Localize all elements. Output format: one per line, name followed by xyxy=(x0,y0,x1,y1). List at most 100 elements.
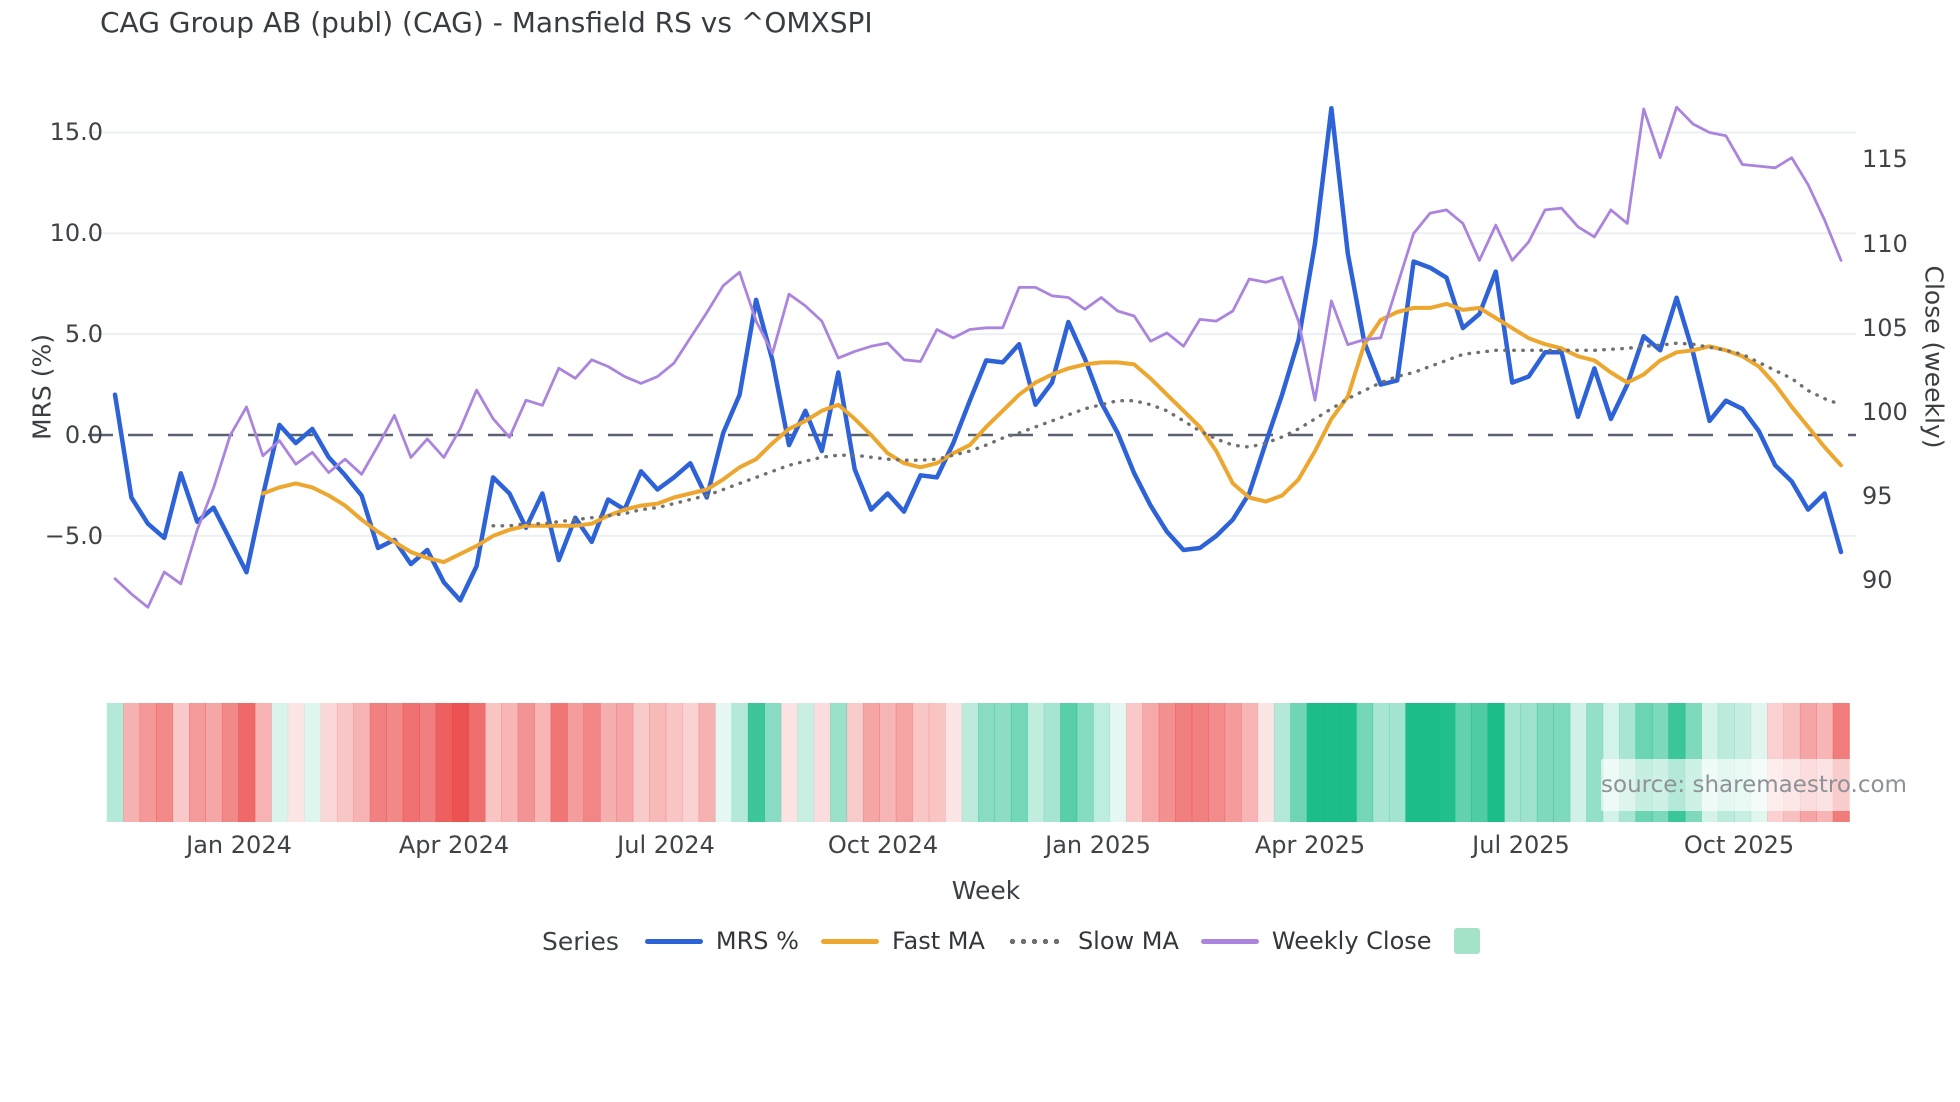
heatmap-cell xyxy=(1027,703,1045,822)
heatmap-cell xyxy=(1290,703,1308,822)
right-axis-label: Close (weekly) xyxy=(1919,265,1949,449)
heatmap-cell xyxy=(1208,703,1226,822)
heatmap-cell xyxy=(501,703,519,822)
heatmap-cell xyxy=(1093,703,1111,822)
legend-item xyxy=(1453,928,1480,954)
right-tick-label: 115 xyxy=(1862,145,1908,174)
heatmap-cell xyxy=(1356,703,1374,822)
heatmap-cell xyxy=(238,703,256,822)
heatmap-cell xyxy=(534,703,552,822)
heatmap-cell xyxy=(139,703,157,822)
heatmap-cell xyxy=(517,703,535,822)
heatmap-cell xyxy=(813,703,831,822)
x-tick-label: Jul 2024 xyxy=(617,831,715,859)
weekly-close-line xyxy=(113,105,1843,609)
right-tick-label: 110 xyxy=(1862,229,1908,258)
heatmap-cell xyxy=(188,703,207,822)
heatmap-cell xyxy=(205,703,223,822)
heatmap-cell xyxy=(682,703,700,822)
legend-item-label: Weekly Close xyxy=(1271,927,1432,955)
heatmap-cell xyxy=(271,703,289,822)
heatmap-cell xyxy=(1224,703,1242,822)
heatmap-cell xyxy=(583,703,601,822)
heatmap-cell xyxy=(977,703,996,822)
left-tick-label: 15.0 xyxy=(49,118,103,147)
legend-heatmap-swatch xyxy=(1453,928,1480,954)
heatmap-cell xyxy=(419,703,437,822)
heatmap-cell xyxy=(550,703,568,822)
heatmap-cell xyxy=(698,703,716,822)
heatmap-cell xyxy=(1421,703,1439,822)
legend: Series MRS % Fast MA Slow MA Weekly Close xyxy=(542,922,1480,960)
heatmap-cell xyxy=(172,703,190,822)
heatmap-cell xyxy=(106,703,124,822)
x-axis-title: Week xyxy=(951,876,1021,905)
heatmap-cell xyxy=(156,703,174,822)
heatmap-cell xyxy=(912,703,930,822)
heatmap-cell xyxy=(1487,703,1505,822)
heatmap-cell xyxy=(221,703,239,822)
legend-dotted-swatch xyxy=(1006,937,1065,945)
x-tick-label: Oct 2024 xyxy=(827,831,939,859)
legend-title: Series xyxy=(542,926,619,956)
heatmap-cell xyxy=(862,703,880,822)
legend-line-swatch xyxy=(644,938,703,944)
heatmap-cell xyxy=(1306,703,1324,822)
heatmap-cell xyxy=(1060,703,1078,822)
heatmap-cell xyxy=(1257,703,1275,822)
heatmap-cell xyxy=(945,703,963,822)
heatmap-cell xyxy=(304,703,322,822)
legend-item-label: Slow MA xyxy=(1077,927,1179,955)
x-tick-label: Jan 2024 xyxy=(186,831,292,859)
heatmap-cell xyxy=(1043,703,1061,822)
heatmap-cell xyxy=(1323,703,1341,822)
heatmap-cell xyxy=(747,703,765,822)
heatmap-cell xyxy=(1109,703,1127,822)
mrs-line xyxy=(112,105,1844,603)
heatmap-cell xyxy=(731,703,749,822)
chart-title: CAG Group AB (publ) (CAG) - Mansfield RS… xyxy=(100,6,873,39)
heatmap-cell xyxy=(879,703,897,822)
heatmap-cell xyxy=(402,703,420,822)
heatmap-cell xyxy=(1504,703,1522,822)
legend-item-label: MRS % xyxy=(715,927,799,955)
source-watermark: source: sharemaestro.com xyxy=(1601,759,1907,811)
heatmap-cell xyxy=(797,703,815,822)
heatmap-cell xyxy=(1241,703,1259,822)
heatmap-cell xyxy=(1471,703,1489,822)
heatmap-cell xyxy=(994,703,1012,822)
heatmap-cell xyxy=(1339,703,1357,822)
heatmap-cell xyxy=(1569,703,1587,822)
left-tick-label: 10.0 xyxy=(49,219,103,248)
heatmap-cell xyxy=(451,703,470,822)
heatmap-cell xyxy=(435,703,453,822)
heatmap-cell xyxy=(1388,703,1406,822)
fast-ma-line xyxy=(260,301,1843,565)
heatmap-cell xyxy=(1076,703,1094,822)
heatmap-cell xyxy=(386,703,404,822)
right-tick-label: 95 xyxy=(1862,482,1893,511)
x-tick-label: Apr 2025 xyxy=(1254,831,1366,859)
legend-item: MRS % xyxy=(644,927,799,955)
heatmap-cell xyxy=(665,703,683,822)
legend-line-swatch xyxy=(1200,938,1259,944)
right-tick-label: 90 xyxy=(1862,566,1893,595)
x-tick-label: Jan 2025 xyxy=(1045,831,1151,859)
heatmap-cell xyxy=(1536,703,1554,822)
x-tick-label: Jul 2025 xyxy=(1472,831,1570,859)
heatmap-cell xyxy=(1010,703,1028,822)
heatmap-cell xyxy=(123,703,141,822)
heatmap-cell xyxy=(1438,703,1456,822)
heatmap-cell xyxy=(484,703,502,822)
heatmap-cell xyxy=(632,703,650,822)
heatmap-cell xyxy=(1372,703,1390,822)
heatmap-cell xyxy=(369,703,387,822)
slow-ma-line xyxy=(491,341,1843,528)
legend-item: Slow MA xyxy=(1006,927,1179,955)
heatmap-cell xyxy=(1454,703,1472,822)
right-tick-label: 100 xyxy=(1862,398,1908,426)
heatmap-cell xyxy=(780,703,798,822)
heatmap-cell xyxy=(846,703,864,822)
heatmap-cell xyxy=(714,703,733,822)
